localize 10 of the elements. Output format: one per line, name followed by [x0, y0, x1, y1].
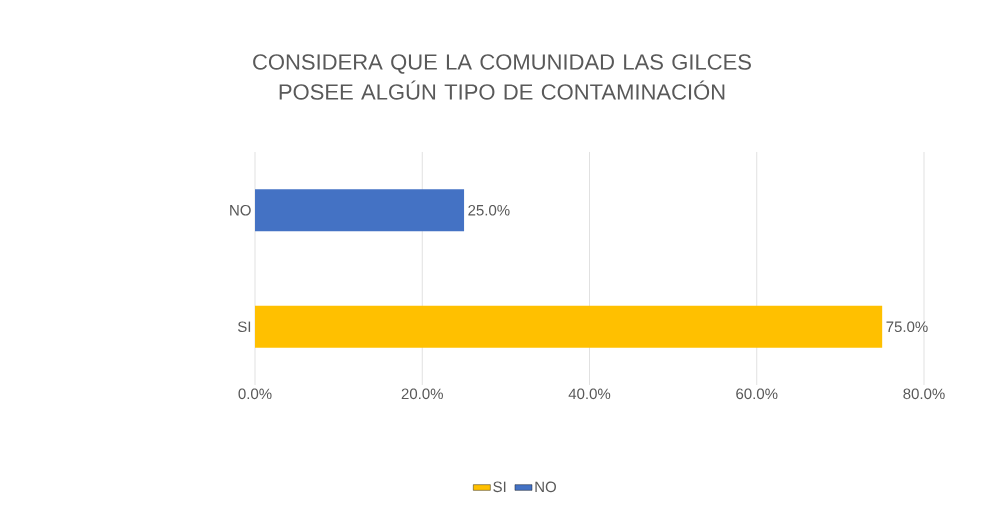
data-label: 75.0%	[886, 321, 928, 333]
x-tick-label: 20.0%	[401, 388, 443, 400]
legend-label: NO	[535, 481, 556, 493]
x-tick-label: 40.0%	[568, 388, 611, 400]
x-tick-label: 60.0%	[736, 388, 778, 400]
data-label: 25.0%	[468, 204, 510, 216]
legend-label: SI	[493, 481, 506, 493]
x-tick-label: 80.0%	[903, 388, 945, 400]
chart-title: CONSIDERA QUE LA COMUNIDAD LAS GILCES POSEE ALGÚN TIPO DE CONTAMINACIÓN	[253, 54, 751, 100]
x-tick-label: 0.0%	[238, 388, 272, 400]
